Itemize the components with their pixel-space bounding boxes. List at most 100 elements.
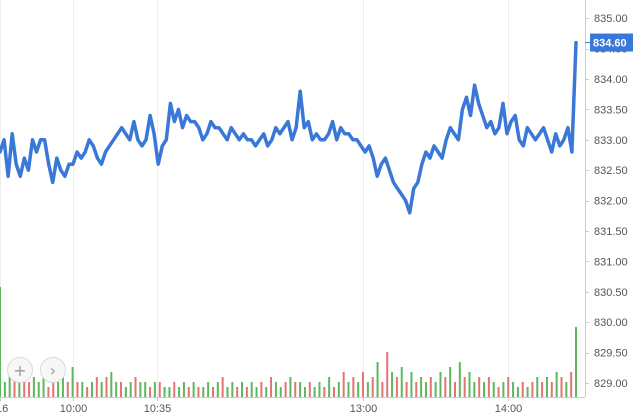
volume-bar	[124, 387, 127, 397]
volume-bar	[492, 382, 495, 397]
volume-bar	[352, 377, 355, 397]
y-tick-label: 830.00	[594, 317, 628, 329]
volume-bar	[575, 327, 577, 397]
volume-bar	[294, 382, 297, 397]
volume-bar	[110, 372, 113, 397]
volume-bar	[42, 377, 45, 397]
volume-bar	[483, 382, 486, 397]
volume-bar	[328, 377, 331, 397]
volume-bar	[516, 387, 519, 397]
volume-bar	[221, 377, 224, 397]
volume-bar	[37, 382, 40, 397]
volume-bar	[410, 372, 413, 397]
x-tick-label: 14:00	[495, 403, 523, 415]
volume-bar	[449, 367, 452, 397]
volume-bar	[71, 367, 74, 397]
volume-bar	[279, 387, 282, 397]
volume-bar	[318, 382, 321, 397]
volume-bar	[57, 382, 60, 397]
volume-bar	[178, 387, 181, 397]
volume-bar	[100, 382, 103, 397]
volume-bar	[342, 372, 345, 397]
x-tick-label: 10:00	[60, 403, 88, 415]
volume-bar	[226, 387, 229, 397]
volume-bar	[192, 382, 195, 397]
volume-bar	[289, 377, 292, 397]
plot-background	[0, 0, 585, 397]
volume-bar	[255, 387, 258, 397]
y-tick-label: 832.50	[594, 165, 628, 177]
volume-bar	[274, 382, 277, 397]
volume-bar	[28, 382, 31, 397]
volume-bar	[526, 387, 529, 397]
last-value-marker: 834.60	[585, 33, 633, 52]
volume-bar	[245, 387, 248, 397]
volume-bar	[512, 382, 515, 397]
y-tick-label: 829.00	[594, 378, 628, 390]
volume-bar	[507, 377, 510, 397]
volume-bar	[560, 377, 563, 397]
volume-bar	[337, 382, 340, 397]
volume-bar	[144, 382, 147, 397]
volume-bar	[502, 382, 505, 397]
volume-bar	[47, 387, 50, 397]
volume-bar	[0, 287, 1, 397]
volume-bar	[265, 387, 268, 397]
volume-bar	[149, 387, 152, 397]
volume-bar	[429, 377, 432, 397]
volume-bar	[366, 382, 369, 397]
volume-bar	[424, 382, 427, 397]
volume-bar	[347, 382, 350, 397]
price-line-layer	[0, 40, 578, 215]
volume-bar	[303, 387, 306, 397]
volume-bar	[550, 382, 553, 397]
volume-bars	[0, 287, 577, 397]
volume-bar	[134, 377, 137, 397]
volume-bar	[18, 382, 21, 397]
volume-bar	[357, 382, 360, 397]
volume-bar	[313, 387, 316, 397]
x-tick-label: 16	[0, 403, 8, 415]
volume-bar	[439, 372, 442, 397]
y-tick-label: 831.50	[594, 226, 628, 238]
volume-bar	[487, 377, 490, 397]
volume-bar	[95, 377, 98, 397]
volume-bar	[473, 382, 476, 397]
plus-icon: +	[13, 360, 27, 380]
x-tick-label: 10:35	[144, 403, 172, 415]
y-tick-label: 833.50	[594, 104, 628, 116]
zoom-in-button[interactable]: +	[7, 357, 33, 383]
volume-bar	[61, 372, 64, 397]
volume-bar	[216, 382, 219, 397]
volume-bar	[420, 377, 423, 397]
volume-bar	[120, 382, 123, 397]
volume-bar	[362, 372, 365, 397]
volume-bar	[182, 382, 185, 397]
y-tick-label: 829.50	[594, 348, 628, 360]
volume-bar	[115, 382, 118, 397]
volume-bar	[90, 382, 93, 397]
y-tick-label: 834.00	[594, 74, 628, 86]
volume-bar	[13, 377, 16, 397]
volume-bar	[371, 377, 374, 397]
volume-bar	[76, 382, 79, 397]
volume-bar	[211, 387, 214, 397]
last-value-badge	[590, 33, 633, 52]
volume-bar	[497, 387, 500, 397]
volume-bar	[565, 382, 568, 397]
volume-bar	[158, 382, 161, 397]
scroll-forward-button[interactable]: ›	[40, 357, 66, 383]
volume-bar	[52, 382, 55, 397]
volume-bar	[81, 382, 84, 397]
volume-bar	[153, 382, 156, 397]
y-tick-label: 832.00	[594, 196, 628, 208]
y-axis-ticks: 835.00834.50834.00833.50833.00832.50832.…	[585, 13, 628, 390]
volume-bar	[545, 377, 548, 397]
price-series-line	[0, 40, 578, 215]
volume-bar	[284, 382, 287, 397]
volume-bar	[444, 377, 447, 397]
volume-bar	[395, 377, 398, 397]
volume-bar	[405, 382, 408, 397]
volume-bar	[332, 387, 335, 397]
